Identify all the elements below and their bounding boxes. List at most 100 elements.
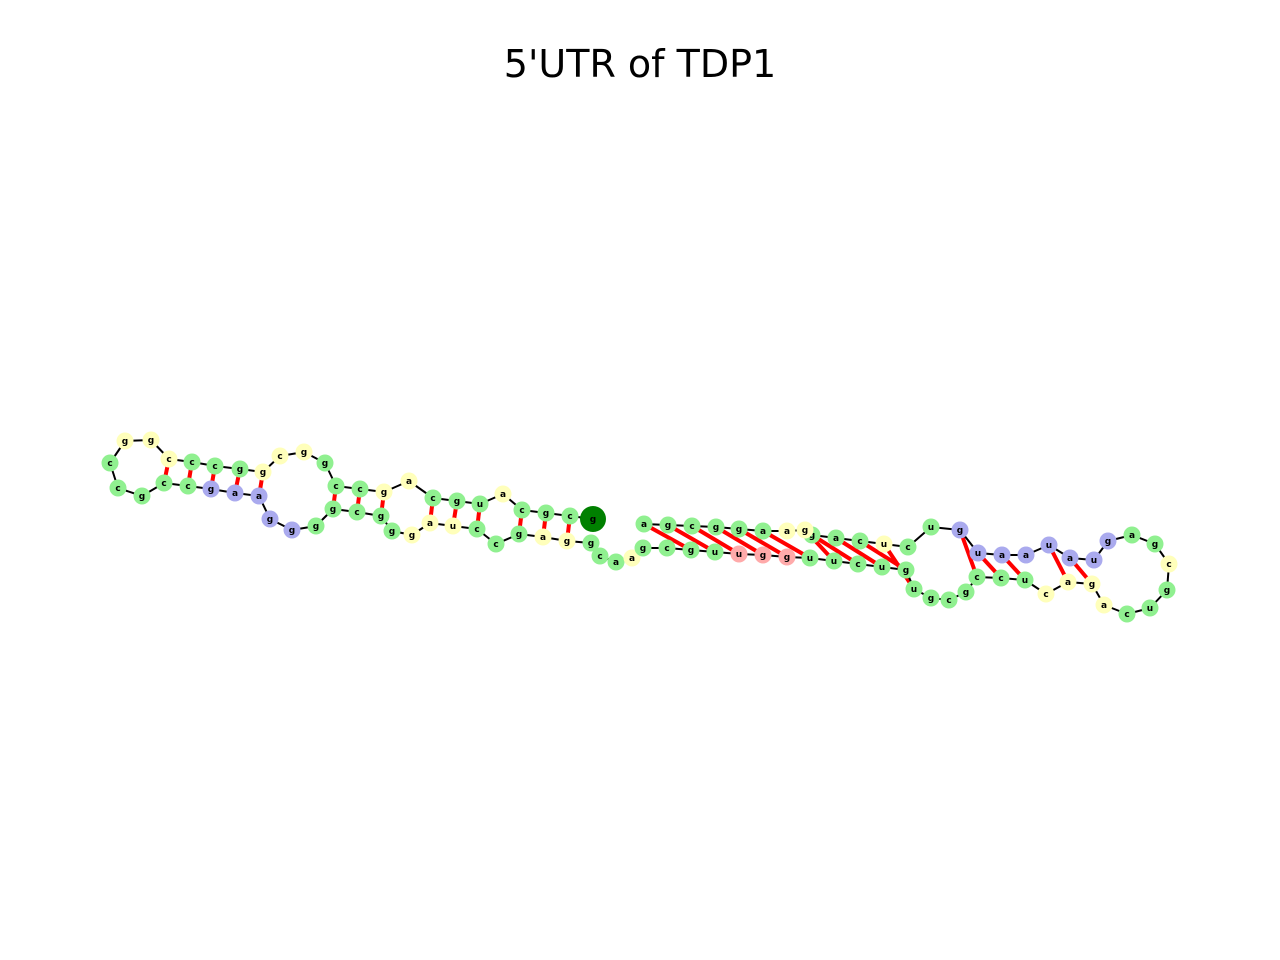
nucleotide-label: g	[260, 468, 266, 478]
nucleotide-hairpin: u	[1085, 551, 1103, 569]
nucleotide-label: a	[232, 489, 238, 499]
nucleotide-hairpin: g	[283, 521, 301, 539]
nucleotide-hairpin: a	[226, 484, 244, 502]
nucleotide-label: c	[689, 522, 694, 532]
nucleotide-circle	[510, 525, 528, 543]
nucleotide-hairpin: g	[1099, 532, 1117, 550]
nucleotide-circle	[468, 520, 486, 538]
base-pairs	[162, 458, 1094, 591]
nucleotide-label: a	[256, 492, 262, 502]
nucleotide-label: g	[1164, 586, 1170, 596]
base-pair-bond	[762, 529, 811, 560]
nucleotide-label: g	[760, 551, 766, 561]
nucleotide-hairpin: u	[1040, 536, 1058, 554]
nucleotide-hairpin: g	[202, 480, 220, 498]
nucleotide-interior: c	[1160, 555, 1178, 573]
nucleotide-circle	[1016, 571, 1034, 589]
nucleotide-label: a	[613, 558, 619, 568]
nucleotide-circle	[899, 538, 917, 556]
nucleotide-circle	[873, 558, 891, 576]
nucleotide-stem: g	[316, 454, 334, 472]
nucleotide-label: g	[389, 527, 395, 537]
nucleotide-stem: u	[873, 558, 891, 576]
nucleotide-circle	[179, 477, 197, 495]
nucleotide-circle	[940, 591, 958, 609]
nucleotide-label: u	[477, 500, 483, 510]
nucleotide-stem: g	[372, 507, 390, 525]
nucleotide-circle	[1099, 532, 1117, 550]
nucleotide-circle	[754, 522, 772, 540]
nucleotide-label: c	[430, 494, 435, 504]
nucleotide-circle	[561, 507, 579, 525]
nucleotide-stem: g	[659, 516, 677, 534]
nucleotide-circle	[1017, 546, 1035, 564]
nucleotide-stem: c	[561, 507, 579, 525]
nucleotide-circle	[206, 457, 224, 475]
nucleotide-stem: g	[133, 487, 151, 505]
nucleotide-label: u	[881, 540, 887, 550]
nucleotide-circle	[375, 483, 393, 501]
nucleotide-label: c	[474, 525, 479, 535]
nucleotide-circle	[582, 534, 600, 552]
nucleotide-circle	[226, 484, 244, 502]
nucleotide-label: u	[1091, 556, 1097, 566]
nucleotide-circle	[659, 516, 677, 534]
nucleotide-circle	[969, 544, 987, 562]
nucleotide-circle	[261, 510, 279, 528]
nucleotide-circle	[951, 521, 969, 539]
nucleotide-stem: u	[706, 543, 724, 561]
nucleotide-interior: a	[778, 522, 796, 540]
nucleotide-label: a	[629, 554, 635, 564]
nucleotide-circle	[351, 480, 369, 498]
nucleotide-label: a	[500, 490, 506, 500]
nucleotide-stem: g	[231, 460, 249, 478]
base-pair-bond	[810, 533, 860, 566]
nucleotide-label: g	[208, 485, 214, 495]
nucleotide-circle	[1040, 536, 1058, 554]
base-pair-bond	[714, 525, 765, 557]
nucleotide-label: g	[301, 448, 307, 458]
nucleotide-stem: c	[513, 501, 531, 519]
nucleotide-circle	[1146, 535, 1164, 553]
nucleotide-label: g	[736, 525, 742, 535]
nucleotide-stem: u	[825, 552, 843, 570]
nucleotide-label: a	[784, 527, 790, 537]
nucleotide-label: a	[1065, 578, 1071, 588]
base-pair-bond	[737, 527, 789, 559]
nucleotide-stem: g	[582, 534, 600, 552]
nucleotide-stem: c	[468, 520, 486, 538]
nucleotide-stem: c	[851, 532, 869, 550]
nucleotide-label: a	[540, 533, 546, 543]
nucleotide-circle	[730, 545, 748, 563]
nucleotide-label: u	[1046, 541, 1052, 551]
nucleotide-label: g	[543, 509, 549, 519]
nucleotide-interior: a	[623, 549, 641, 567]
nucleotide-circle	[160, 450, 178, 468]
nucleotide-label: u	[1022, 576, 1028, 586]
nucleotide-stem: u	[905, 580, 923, 598]
nucleotide-circle	[307, 517, 325, 535]
diagram-title: 5'UTR of TDP1	[503, 42, 777, 86]
nucleotide-interior: g	[116, 432, 134, 450]
nucleotide-label: g	[516, 530, 522, 540]
nucleotide-interior: g	[375, 483, 393, 501]
nucleotide-stem: c	[179, 477, 197, 495]
nucleotide-circle	[905, 580, 923, 598]
nucleotide-interior: a	[534, 528, 552, 546]
nucleotide-label: g	[809, 531, 815, 541]
nucleotide-circle	[922, 518, 940, 536]
nucleotide-label: u	[712, 548, 718, 558]
nucleotide-label: c	[277, 452, 282, 462]
nucleotide-interior: g	[295, 443, 313, 461]
nucleotide-hairpin: a	[1017, 546, 1035, 564]
nucleotide-label: g	[378, 512, 384, 522]
nucleotide-label: u	[807, 554, 813, 564]
nucleotide-label: g	[588, 539, 594, 549]
nucleotide-label: a	[427, 519, 433, 529]
nucleotide-exterior: g	[778, 548, 796, 566]
nucleotide-circle	[348, 503, 366, 521]
nucleotide-circle	[851, 532, 869, 550]
nucleotide-circle	[116, 432, 134, 450]
